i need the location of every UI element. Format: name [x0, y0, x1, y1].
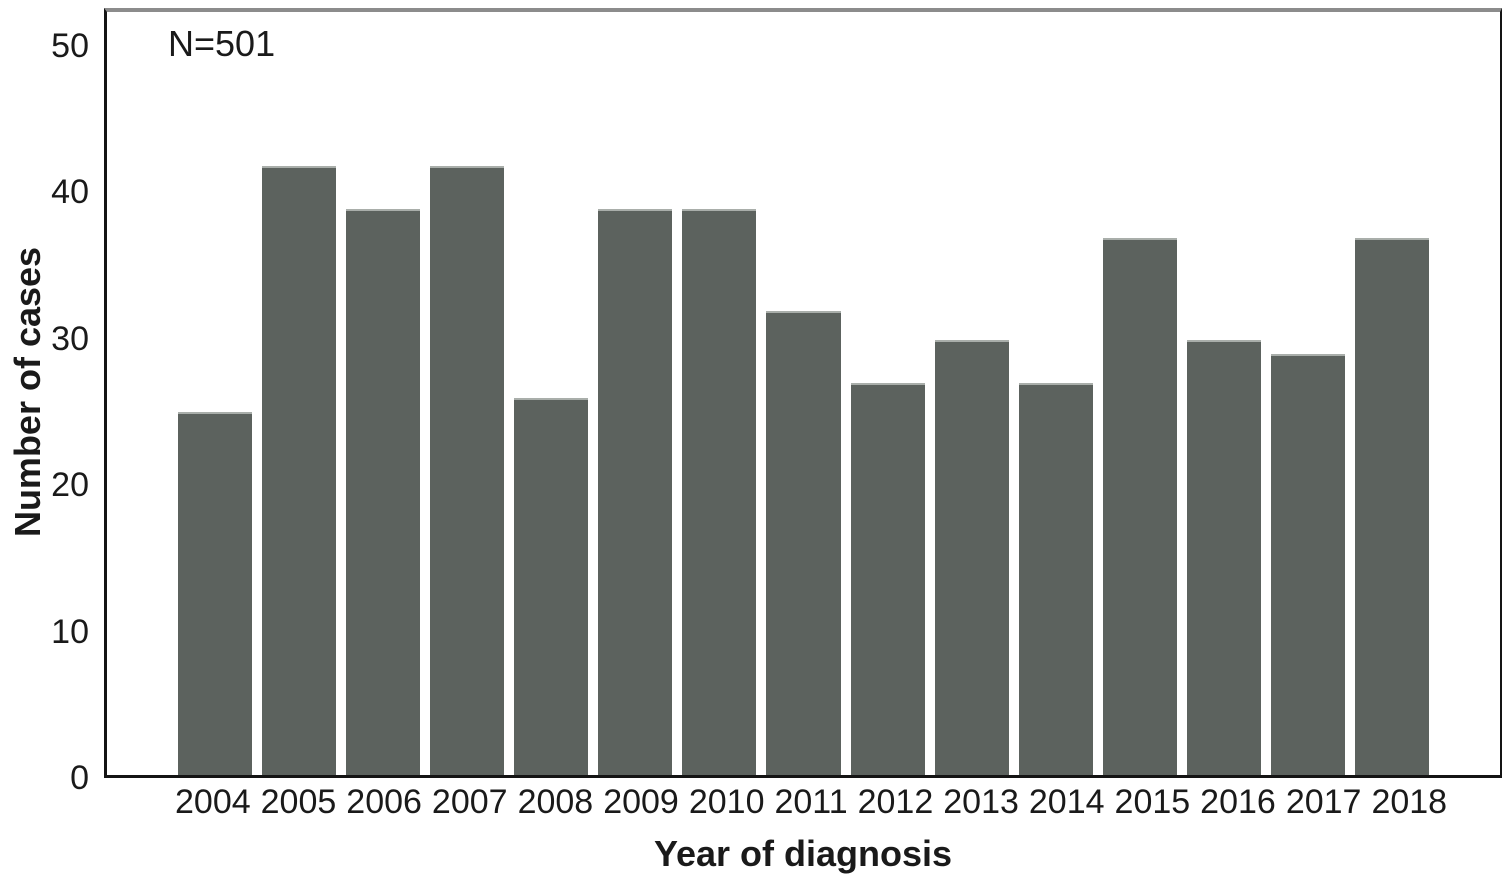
y-tick-label: 30: [51, 319, 89, 358]
x-tick-label: 2012: [857, 783, 934, 821]
bar-2007: [430, 165, 505, 775]
y-tick-label: 10: [51, 612, 89, 651]
bar-2018: [1354, 238, 1429, 775]
bar-2008: [514, 397, 589, 775]
x-tick-label: 2018: [1371, 783, 1448, 821]
x-tick-label: 2015: [1114, 783, 1191, 821]
bar-2005: [262, 165, 337, 775]
plot-area: [104, 8, 1502, 778]
x-tick-label: 2007: [431, 783, 508, 821]
x-tick-label: 2017: [1285, 783, 1362, 821]
bar-2014: [1018, 383, 1093, 775]
bar-2006: [346, 209, 421, 775]
bar-2013: [934, 339, 1009, 775]
y-tick-label: 40: [51, 173, 89, 212]
sample-size-annotation: N=501: [168, 23, 276, 64]
bar-2016: [1186, 339, 1261, 775]
bar-2009: [598, 209, 673, 775]
bar-2011: [766, 310, 841, 775]
y-tick-label: 20: [51, 466, 89, 505]
x-tick-label: 2014: [1028, 783, 1105, 821]
y-tick-label: 50: [51, 27, 89, 66]
bar-2012: [850, 383, 925, 775]
y-tick-label: 0: [70, 759, 89, 797]
x-tick-label: 2011: [774, 783, 848, 821]
x-tick-label: 2006: [346, 783, 422, 821]
y-axis-tick-labels: 0 10 20 30 40 50: [0, 8, 95, 795]
bars-container: [107, 12, 1500, 775]
bar-2010: [682, 209, 757, 775]
bar-2017: [1270, 354, 1345, 775]
x-tick-label: 2009: [603, 783, 679, 821]
x-tick-label: 2010: [688, 783, 765, 821]
x-tick-label: 2013: [943, 783, 1019, 821]
x-tick-label: 2008: [517, 783, 594, 821]
x-axis-tick-labels: 2004 2005 2006 2007 2008 2009 2010 2011 2012 2013…: [104, 783, 1502, 821]
bar-2015: [1102, 238, 1177, 775]
x-tick-label: 2005: [260, 783, 337, 821]
bar-2004: [178, 412, 253, 775]
x-axis-title: Year of diagnosis: [653, 833, 953, 874]
x-tick-label: 2016: [1200, 783, 1276, 821]
x-tick-label: 2004: [175, 783, 251, 821]
